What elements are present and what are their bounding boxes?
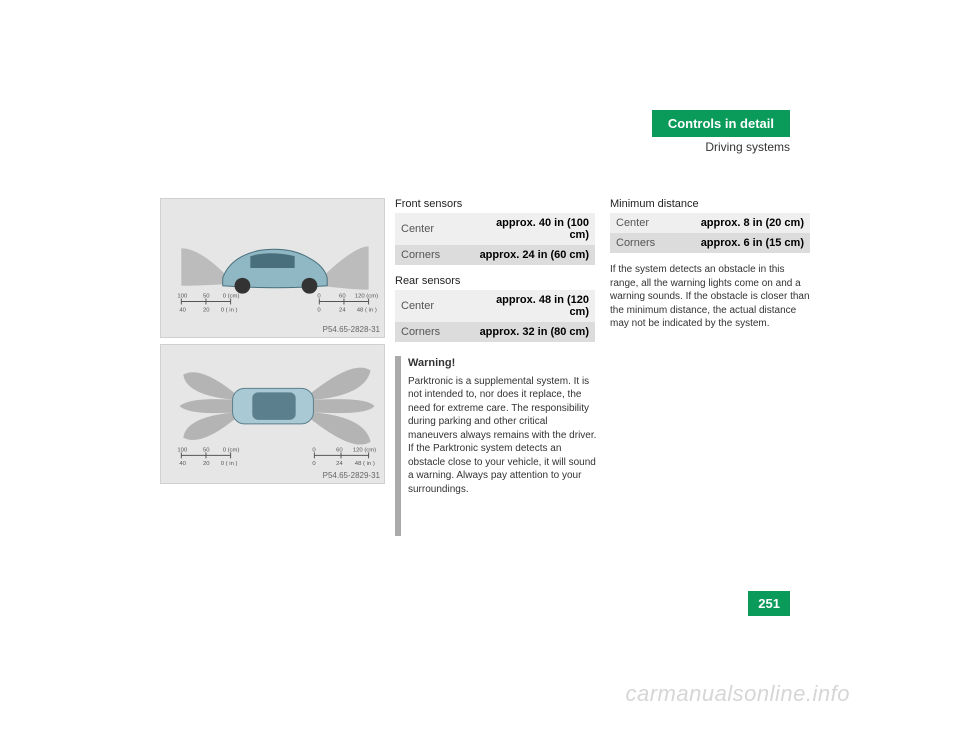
table-row: Center approx. 40 in (100 cm) xyxy=(395,213,595,245)
svg-text:50: 50 xyxy=(203,447,210,453)
warning-title: Warning! xyxy=(408,356,598,371)
warning-body: Parktronic is a supplemental system. It … xyxy=(408,375,598,497)
section-subheader: Driving systems xyxy=(705,140,790,154)
side-view-svg: 100500 (cm) 40200 ( in ) 060120 (cm) 024… xyxy=(161,199,384,337)
svg-text:40: 40 xyxy=(179,461,186,467)
svg-text:48 ( in ): 48 ( in ) xyxy=(355,461,375,467)
svg-text:0 (cm): 0 (cm) xyxy=(223,294,240,300)
side-view-diagram: 100500 (cm) 40200 ( in ) 060120 (cm) 024… xyxy=(160,198,385,338)
table-row: Center approx. 48 in (120 cm) xyxy=(395,290,595,322)
svg-text:0 ( in ): 0 ( in ) xyxy=(221,307,238,313)
warning-bar-icon xyxy=(395,356,401,536)
svg-text:20: 20 xyxy=(203,307,210,313)
diagram-column: 100500 (cm) 40200 ( in ) 060120 (cm) 024… xyxy=(160,198,385,490)
ranges-column: Front sensors Center approx. 40 in (100 … xyxy=(395,198,595,352)
svg-text:48 ( in ): 48 ( in ) xyxy=(357,307,377,313)
front-sensors-table: Center approx. 40 in (100 cm) Corners ap… xyxy=(395,213,595,265)
section-header: Controls in detail xyxy=(652,110,790,137)
top-view-diagram: 100500 (cm) 40200 ( in ) 060120 (cm) 024… xyxy=(160,344,385,484)
front-sensors-label: Front sensors xyxy=(395,198,595,210)
svg-text:120 (cm): 120 (cm) xyxy=(353,447,376,453)
diagram-code: P54.65-2829-31 xyxy=(323,471,380,480)
table-row: Center approx. 8 in (20 cm) xyxy=(610,213,810,233)
watermark: carmanualsonline.info xyxy=(625,681,850,707)
svg-text:0 (cm): 0 (cm) xyxy=(223,447,240,453)
cell-label: Corners xyxy=(395,245,471,265)
cell-value: approx. 32 in (80 cm) xyxy=(471,322,595,342)
page-number: 251 xyxy=(748,591,790,616)
svg-text:40: 40 xyxy=(179,307,186,313)
cell-label: Center xyxy=(395,213,471,245)
svg-text:50: 50 xyxy=(203,294,210,300)
cell-value: approx. 40 in (100 cm) xyxy=(471,213,595,245)
cell-label: Center xyxy=(395,290,471,322)
min-distance-label: Minimum distance xyxy=(610,198,810,210)
table-row: Corners approx. 32 in (80 cm) xyxy=(395,322,595,342)
svg-text:100: 100 xyxy=(177,447,188,453)
table-row: Corners approx. 6 in (15 cm) xyxy=(610,233,810,253)
cell-value: approx. 24 in (60 cm) xyxy=(471,245,595,265)
cell-label: Center xyxy=(610,213,686,233)
cell-label: Corners xyxy=(610,233,686,253)
svg-text:20: 20 xyxy=(203,461,210,467)
minimum-column: Minimum distance Center approx. 8 in (20… xyxy=(610,198,810,331)
manual-page: Controls in detail Driving systems xyxy=(0,0,960,742)
rear-sensors-label: Rear sensors xyxy=(395,275,595,287)
cell-value: approx. 8 in (20 cm) xyxy=(686,213,810,233)
cell-value: approx. 6 in (15 cm) xyxy=(686,233,810,253)
min-distance-table: Center approx. 8 in (20 cm) Corners appr… xyxy=(610,213,810,253)
rear-sensors-table: Center approx. 48 in (120 cm) Corners ap… xyxy=(395,290,595,342)
diagram-code: P54.65-2828-31 xyxy=(323,325,380,334)
cell-label: Corners xyxy=(395,322,471,342)
svg-text:24: 24 xyxy=(339,307,346,313)
top-view-svg: 100500 (cm) 40200 ( in ) 060120 (cm) 024… xyxy=(161,345,384,483)
svg-text:0 ( in ): 0 ( in ) xyxy=(221,461,238,467)
svg-text:60: 60 xyxy=(339,294,346,300)
svg-text:100: 100 xyxy=(177,294,188,300)
svg-text:60: 60 xyxy=(336,447,343,453)
svg-text:24: 24 xyxy=(336,461,343,467)
warning-block: Warning! Parktronic is a supplemental sy… xyxy=(408,356,598,496)
cell-value: approx. 48 in (120 cm) xyxy=(471,290,595,322)
svg-text:120 (cm): 120 (cm) xyxy=(355,294,378,300)
min-distance-note: If the system detects an obstacle in thi… xyxy=(610,263,810,331)
table-row: Corners approx. 24 in (60 cm) xyxy=(395,245,595,265)
